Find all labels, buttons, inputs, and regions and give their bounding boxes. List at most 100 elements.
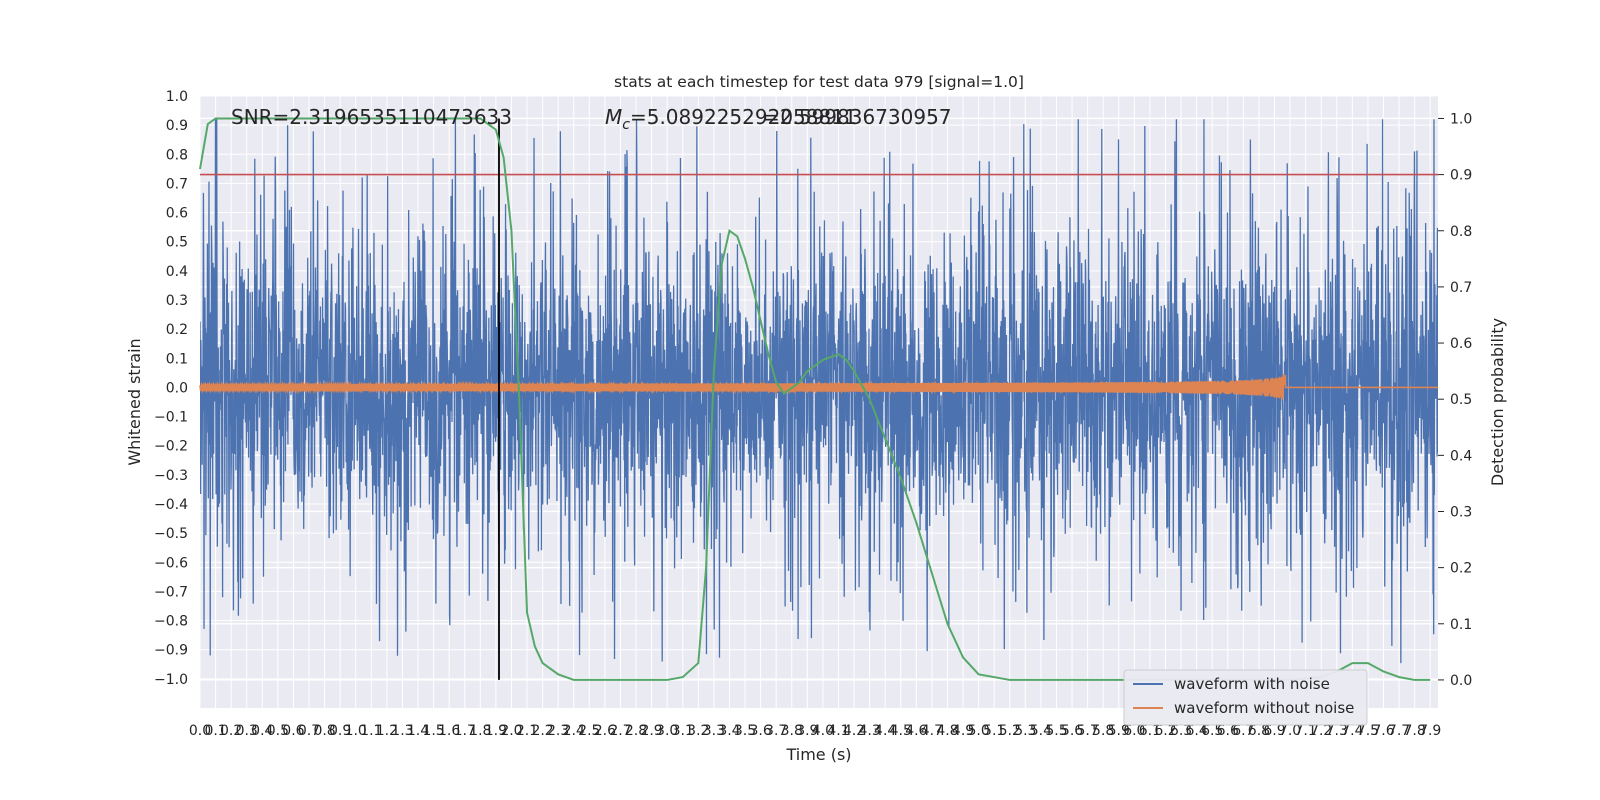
x-tick-label: 2.6 [594,723,616,739]
y-tick-label: 0.6 [166,206,188,222]
x-tick-label: 0.8 [313,723,335,739]
x-tick-label: 6.1 [1139,723,1161,739]
x-tick-label: 2.5 [578,723,600,739]
x-tick-label: 0.4 [251,723,273,739]
chart-title: stats at each timestep for test data 979… [614,73,1024,91]
x-tick-label: 5.7 [1076,723,1098,739]
y-tick-label: −0.2 [154,439,188,455]
x-tick-label: 2.1 [516,723,538,739]
x-tick-label: 5.4 [1030,723,1052,739]
x-tick-label: 5.3 [1014,723,1036,739]
snr-annotation: SNR=2.3196535110473633 [231,105,512,129]
x-tick-label: 5.2 [999,723,1021,739]
noise-waveform-path [200,119,1438,664]
x-tick-label: 1.1 [360,723,382,739]
x-tick-label: 1.2 [376,723,398,739]
x-axis-label: Time (s) [785,745,851,764]
x-tick-label: 4.2 [843,723,865,739]
x-tick-label: 3.5 [734,723,756,739]
x-tick-label: 7.9 [1419,723,1441,739]
y-tick-label: −0.9 [154,643,188,659]
x-tick-label: 6.4 [1185,723,1207,739]
x-tick-label: 5.9 [1108,723,1130,739]
x-tick-label: 5.1 [983,723,1005,739]
x-tick-label: 3.1 [672,723,694,739]
y-tick-labels: 1.0 0.9 0.8 0.7 0.6 0.5 0.4 0.3 0.2 0.1 0.0 −0.1 −0.… [154,89,188,688]
y-axis-label: Whitened strain [125,338,144,465]
legend-label-noise: waveform with noise [1174,675,1330,693]
x-tick-label: 4.9 [952,723,974,739]
y-tick-label: −0.6 [154,555,188,571]
y-right-tick-label: 0.0 [1450,673,1472,689]
x-tick-labels: 0.00.10.20.30.40.50.60.70.80.91.01.11.21… [189,723,1441,739]
y-right-tick-label: 0.5 [1450,392,1472,408]
series-waveform-without-noise [199,374,1438,400]
x-tick-label: 5.5 [1045,723,1067,739]
x-tick-label: 0.6 [282,723,304,739]
y-right-tick-labels: 1.0 0.9 0.8 0.7 0.6 0.5 0.4 0.3 0.2 0.1 0.0 [1438,111,1472,689]
legend-box [1123,669,1368,726]
clean-waveform-path [199,374,1438,400]
y-right-tick-label: 0.4 [1450,448,1472,464]
chirp-mass-symbol: M [605,105,622,129]
x-tick-label: 0.7 [298,723,320,739]
y-tick-label: −0.1 [154,410,188,426]
x-tick-label: 1.7 [454,723,476,739]
x-tick-label: 2.4 [563,723,585,739]
y-right-tick-label: 1.0 [1450,111,1472,127]
x-tick-label: 7.0 [1279,723,1301,739]
x-tick-label: 6.0 [1123,723,1145,739]
x-tick-label: 4.4 [874,723,896,739]
x-tick-label: 6.9 [1263,723,1285,739]
x-tick-label: 3.6 [749,723,771,739]
x-tick-label: 3.2 [687,723,709,739]
x-tick-label: 0.5 [267,723,289,739]
x-tick-label: 4.5 [890,723,912,739]
y-tick-label: 1.0 [166,89,188,105]
x-tick-label: 1.5 [422,723,444,739]
x-tick-label: 4.0 [812,723,834,739]
y-tick-label: 0.2 [166,322,188,338]
x-tick-label: 1.9 [485,723,507,739]
y-right-tick-label: 0.2 [1450,561,1472,577]
x-tick-label: 2.8 [625,723,647,739]
y-tick-label: 0.5 [166,235,188,251]
series-detection-probability [199,117,1431,681]
y-right-tick-label: 0.8 [1450,224,1472,240]
x-tick-label: 1.4 [407,723,429,739]
x-tick-label: 7.2 [1310,723,1332,739]
x-tick-label: 3.0 [656,723,678,739]
x-tick-label: 7.3 [1326,723,1348,739]
x-tick-label: 1.0 [345,723,367,739]
x-tick-label: 2.3 [547,723,569,739]
x-tick-label: 7.1 [1295,723,1317,739]
y-tick-label: −0.4 [154,497,188,513]
y-tick-label: −1.0 [154,672,188,688]
x-tick-label: 7.7 [1388,723,1410,739]
x-tick-label: 6.6 [1217,723,1239,739]
x-tick-label: 5.6 [1061,723,1083,739]
x-tick-label: 2.0 [500,723,522,739]
y-tick-label: −0.7 [154,584,188,600]
x-tick-label: 3.3 [703,723,725,739]
chirp-mass-annotation: Mc=5.089225292058811 [605,105,857,133]
legend: waveform with noise waveform without noi… [1123,669,1368,726]
x-tick-label: 0.9 [329,723,351,739]
x-tick-label: 4.8 [936,723,958,739]
x-tick-label: 2.7 [609,723,631,739]
x-tick-label: 3.8 [781,723,803,739]
x-tick-label: 7.8 [1404,723,1426,739]
x-tick-label: 4.3 [858,723,880,739]
x-tick-label: 7.6 [1372,723,1394,739]
x-tick-label: 3.9 [796,723,818,739]
x-tick-label: 6.8 [1248,723,1270,739]
chirp-mass-subscript: c [622,117,630,133]
x-tick-label: 2.2 [531,723,553,739]
y-tick-label: −0.3 [154,468,188,484]
x-tick-label: 4.7 [921,723,943,739]
x-tick-label: 0.0 [189,723,211,739]
chirp-mass-value: =5.089225292058811 [630,105,857,129]
x-tick-label: 7.5 [1357,723,1379,739]
x-tick-label: 1.3 [391,723,413,739]
